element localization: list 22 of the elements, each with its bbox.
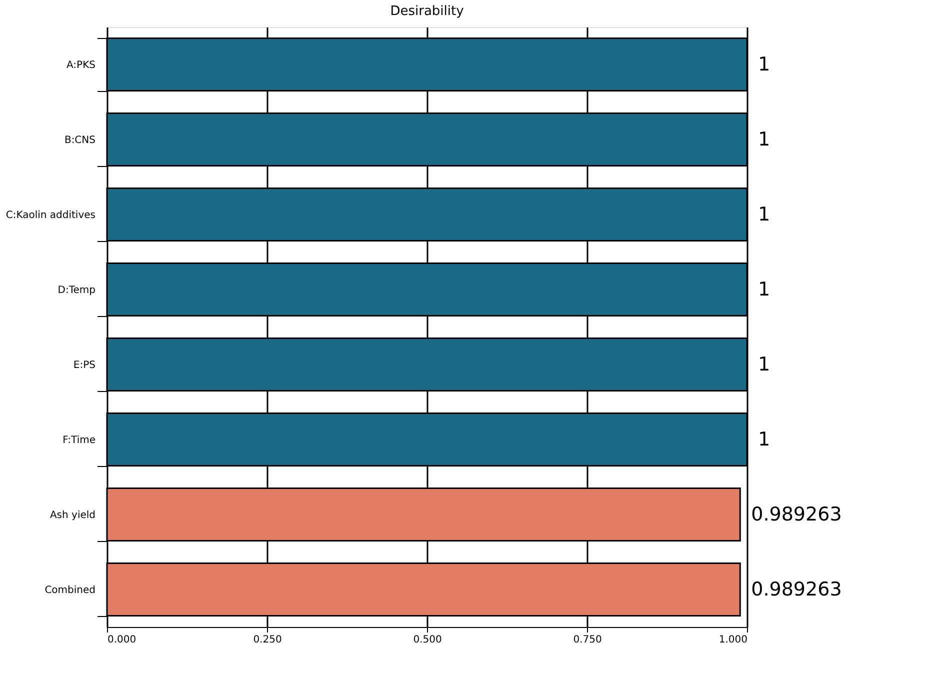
data-label: 1 [758,428,770,450]
y-tick-label: Combined [44,585,96,596]
data-label: 1 [758,54,770,76]
y-tick-label: C:Kaolin additives [6,210,96,221]
chart-title: Desirability [390,4,464,19]
x-tick-label: 0.000 [108,634,136,646]
y-tick-label: A:PKS [66,60,96,71]
y-tick-label: Ash yield [50,510,96,521]
data-label: 1 [758,278,770,300]
y-tick-label: B:CNS [64,135,96,146]
data-label: 1 [758,128,770,150]
data-label: 1 [758,354,770,376]
data-label: 0.989263 [751,578,842,600]
x-tick-label: 1.000 [718,634,748,646]
data-label: 1 [758,204,770,226]
y-tick-label: E:PS [73,360,96,371]
x-tick-label: 0.500 [413,634,442,646]
data-label: 0.989263 [751,504,842,526]
y-tick-label: D:Temp [58,285,96,296]
y-tick-label: F:Time [62,435,96,446]
x-tick-label: 0.750 [573,634,602,646]
x-tick-label: 0.250 [253,634,282,646]
